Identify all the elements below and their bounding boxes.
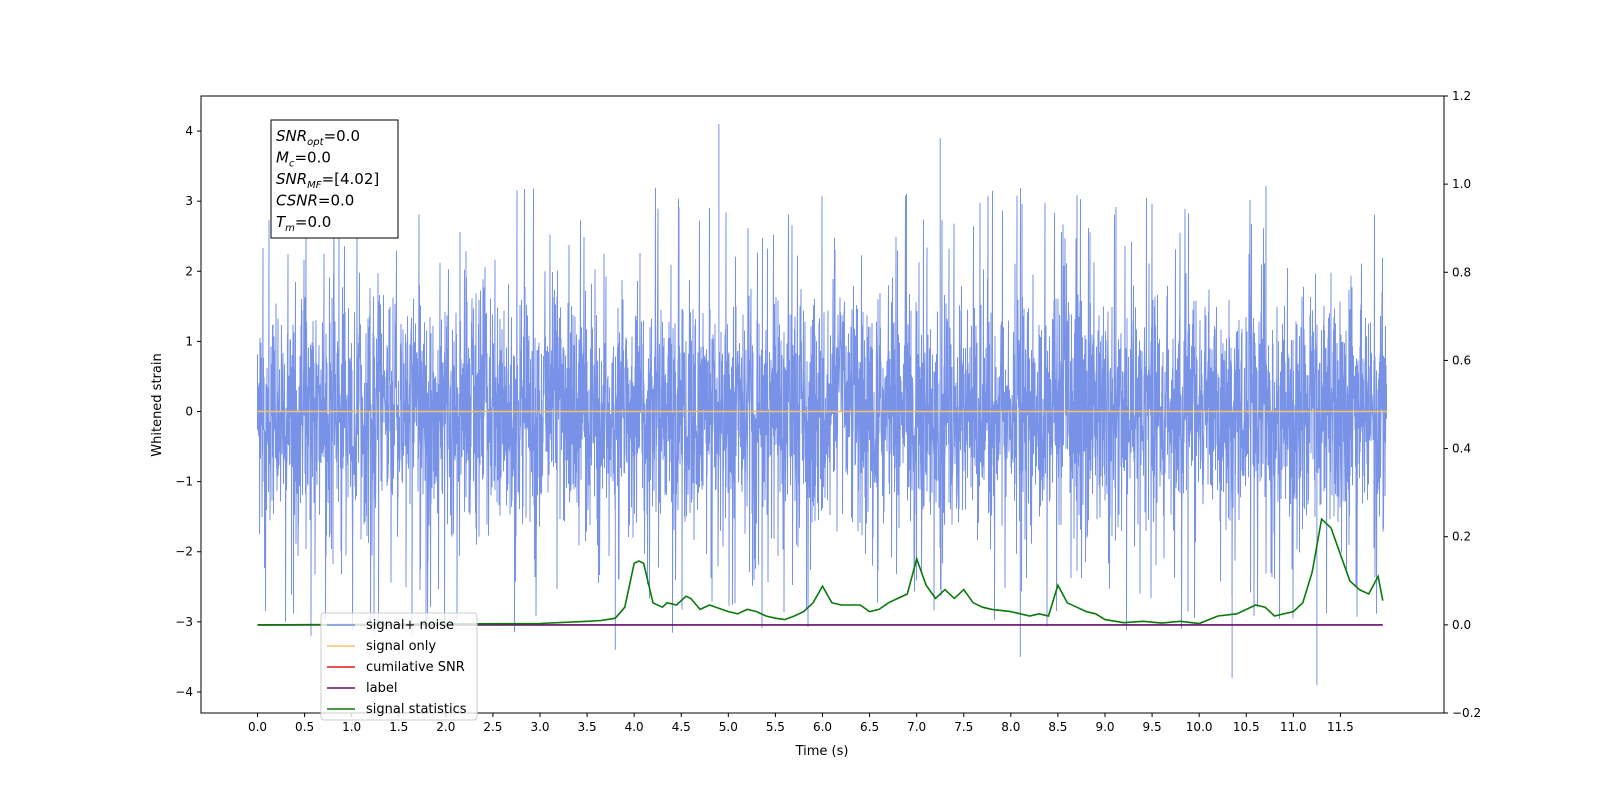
annotation-line: CSNR=0.0 bbox=[276, 192, 354, 210]
annotation-value: =0.0 bbox=[324, 127, 360, 145]
legend: signal+ noise signal only cumilative SNR la… bbox=[320, 612, 478, 721]
x-tick-label: 10.0 bbox=[1186, 720, 1213, 734]
x-tick-label: 6.0 bbox=[813, 720, 832, 734]
annotation-line: Mc=0.0 bbox=[276, 149, 331, 170]
annotation-line: SNRopt=0.0 bbox=[276, 127, 360, 148]
annotation-value: =0.0 bbox=[294, 149, 330, 167]
y2-tick-label: 1.0 bbox=[1452, 177, 1471, 191]
annotation-symbol: M bbox=[276, 149, 289, 167]
annotation-subscript: m bbox=[285, 223, 295, 234]
legend-label: signal only bbox=[366, 639, 436, 654]
y2-tick-label: 0.6 bbox=[1452, 353, 1471, 367]
annotation-line: SNRMF=[4.02] bbox=[276, 170, 379, 191]
x-tick-label: 1.0 bbox=[342, 720, 361, 734]
legend-label: signal statistics bbox=[366, 702, 467, 717]
x-tick-label: 5.5 bbox=[766, 720, 785, 734]
x-tick-label: 5.0 bbox=[719, 720, 738, 734]
x-tick-label: 6.5 bbox=[860, 720, 879, 734]
y-tick-label: −1 bbox=[175, 475, 193, 489]
legend-item: signal statistics bbox=[327, 702, 467, 717]
y-tick-label: −4 bbox=[175, 685, 193, 699]
annotation-subscript: c bbox=[289, 159, 295, 170]
x-tick-label: 1.5 bbox=[389, 720, 408, 734]
x-axis-ticks: 0.0 0.5 1.0 1.5 2.0 2.5 3.0 3.5 4.0 4.5 5.0 5.5 6.0 6… bbox=[248, 713, 1354, 734]
annotation-subscript: MF bbox=[307, 180, 322, 191]
x-tick-label: 8.5 bbox=[1048, 720, 1067, 734]
y-tick-label: 1 bbox=[185, 334, 193, 348]
annotation-box: SNRopt=0.0Mc=0.0SNRMF=[4.02]CSNR=0.0Tm=0… bbox=[270, 119, 399, 239]
x-tick-label: 7.0 bbox=[907, 720, 926, 734]
legend-label: cumilative SNR bbox=[366, 660, 465, 675]
x-tick-label: 10.5 bbox=[1233, 720, 1260, 734]
x-tick-label: 3.0 bbox=[530, 720, 549, 734]
x-tick-label: 11.0 bbox=[1280, 720, 1307, 734]
annotation-subscript: opt bbox=[307, 137, 324, 148]
y2-tick-label: −0.2 bbox=[1452, 706, 1481, 720]
legend-frame bbox=[320, 612, 478, 721]
legend-label: label bbox=[366, 681, 397, 696]
annotation-value: =0.0 bbox=[295, 213, 331, 231]
legend-label: signal+ noise bbox=[366, 618, 454, 633]
y-tick-label: −2 bbox=[175, 545, 193, 559]
x-tick-label: 0.0 bbox=[248, 720, 267, 734]
x-tick-label: 2.5 bbox=[483, 720, 502, 734]
legend-item: signal+ noise bbox=[327, 618, 454, 633]
annotation-symbol: SNR bbox=[276, 127, 307, 145]
annotation-frame bbox=[270, 119, 399, 239]
y-tick-label: 2 bbox=[185, 264, 193, 278]
annotation-lines: SNRopt=0.0Mc=0.0SNRMF=[4.02]CSNR=0.0Tm=0… bbox=[276, 127, 379, 234]
x-tick-label: 8.0 bbox=[1001, 720, 1020, 734]
annotation-symbol: CSNR bbox=[276, 192, 318, 210]
annotation-symbol: SNR bbox=[276, 170, 307, 188]
y-axis-ticks: −4 −3 −2 −1 0 1 2 3 4 bbox=[175, 124, 201, 699]
y2-tick-label: 0.4 bbox=[1452, 442, 1471, 456]
series-signal-statistics bbox=[257, 517, 1384, 626]
x-tick-label: 2.0 bbox=[436, 720, 455, 734]
y2-tick-label: 0.8 bbox=[1452, 265, 1471, 279]
annotation-value: =0.0 bbox=[318, 192, 354, 210]
x-tick-label: 3.5 bbox=[578, 720, 597, 734]
x-tick-label: 11.5 bbox=[1327, 720, 1354, 734]
y2-tick-label: 0.0 bbox=[1452, 618, 1471, 632]
legend-item: label bbox=[327, 681, 397, 696]
x-tick-label: 9.5 bbox=[1143, 720, 1162, 734]
legend-item: cumilative SNR bbox=[327, 660, 465, 675]
y-tick-label: 4 bbox=[185, 124, 193, 138]
y2-axis-ticks: −0.2 0.0 0.2 0.4 0.6 0.8 1.0 1.2 bbox=[1444, 89, 1481, 720]
annotation-symbol: T bbox=[276, 213, 287, 231]
y-tick-label: 3 bbox=[185, 194, 193, 208]
x-tick-label: 7.5 bbox=[954, 720, 973, 734]
legend-item: signal only bbox=[327, 639, 436, 654]
x-tick-label: 4.0 bbox=[625, 720, 644, 734]
legend-entries: signal+ noise signal only cumilative SNR la… bbox=[327, 618, 467, 717]
x-tick-label: 0.5 bbox=[295, 720, 314, 734]
y-tick-label: −3 bbox=[175, 615, 193, 629]
annotation-value: =[4.02] bbox=[322, 170, 380, 188]
annotation-line: Tm=0.0 bbox=[276, 213, 331, 234]
y2-tick-label: 0.2 bbox=[1452, 530, 1471, 544]
y2-tick-label: 1.2 bbox=[1452, 89, 1471, 103]
x-tick-label: 4.5 bbox=[672, 720, 691, 734]
x-axis-label: Time (s) bbox=[795, 744, 849, 759]
y-tick-label: 0 bbox=[185, 405, 193, 419]
x-tick-label: 9.0 bbox=[1095, 720, 1114, 734]
y-axis-label: Whitened strain bbox=[150, 353, 165, 456]
